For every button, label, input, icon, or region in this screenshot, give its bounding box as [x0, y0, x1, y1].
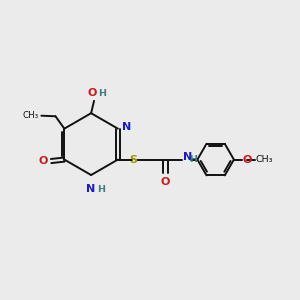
Text: O: O [161, 177, 170, 187]
Text: H: H [97, 185, 105, 194]
Text: N: N [86, 184, 95, 194]
Text: O: O [88, 88, 97, 98]
Text: N: N [183, 152, 193, 162]
Text: H: H [98, 89, 106, 98]
Text: O: O [242, 154, 251, 165]
Text: CH₃: CH₃ [255, 155, 273, 164]
Text: S: S [129, 154, 137, 165]
Text: O: O [39, 156, 48, 166]
Text: H: H [189, 155, 197, 164]
Text: N: N [122, 122, 131, 132]
Text: CH₃: CH₃ [23, 111, 39, 120]
